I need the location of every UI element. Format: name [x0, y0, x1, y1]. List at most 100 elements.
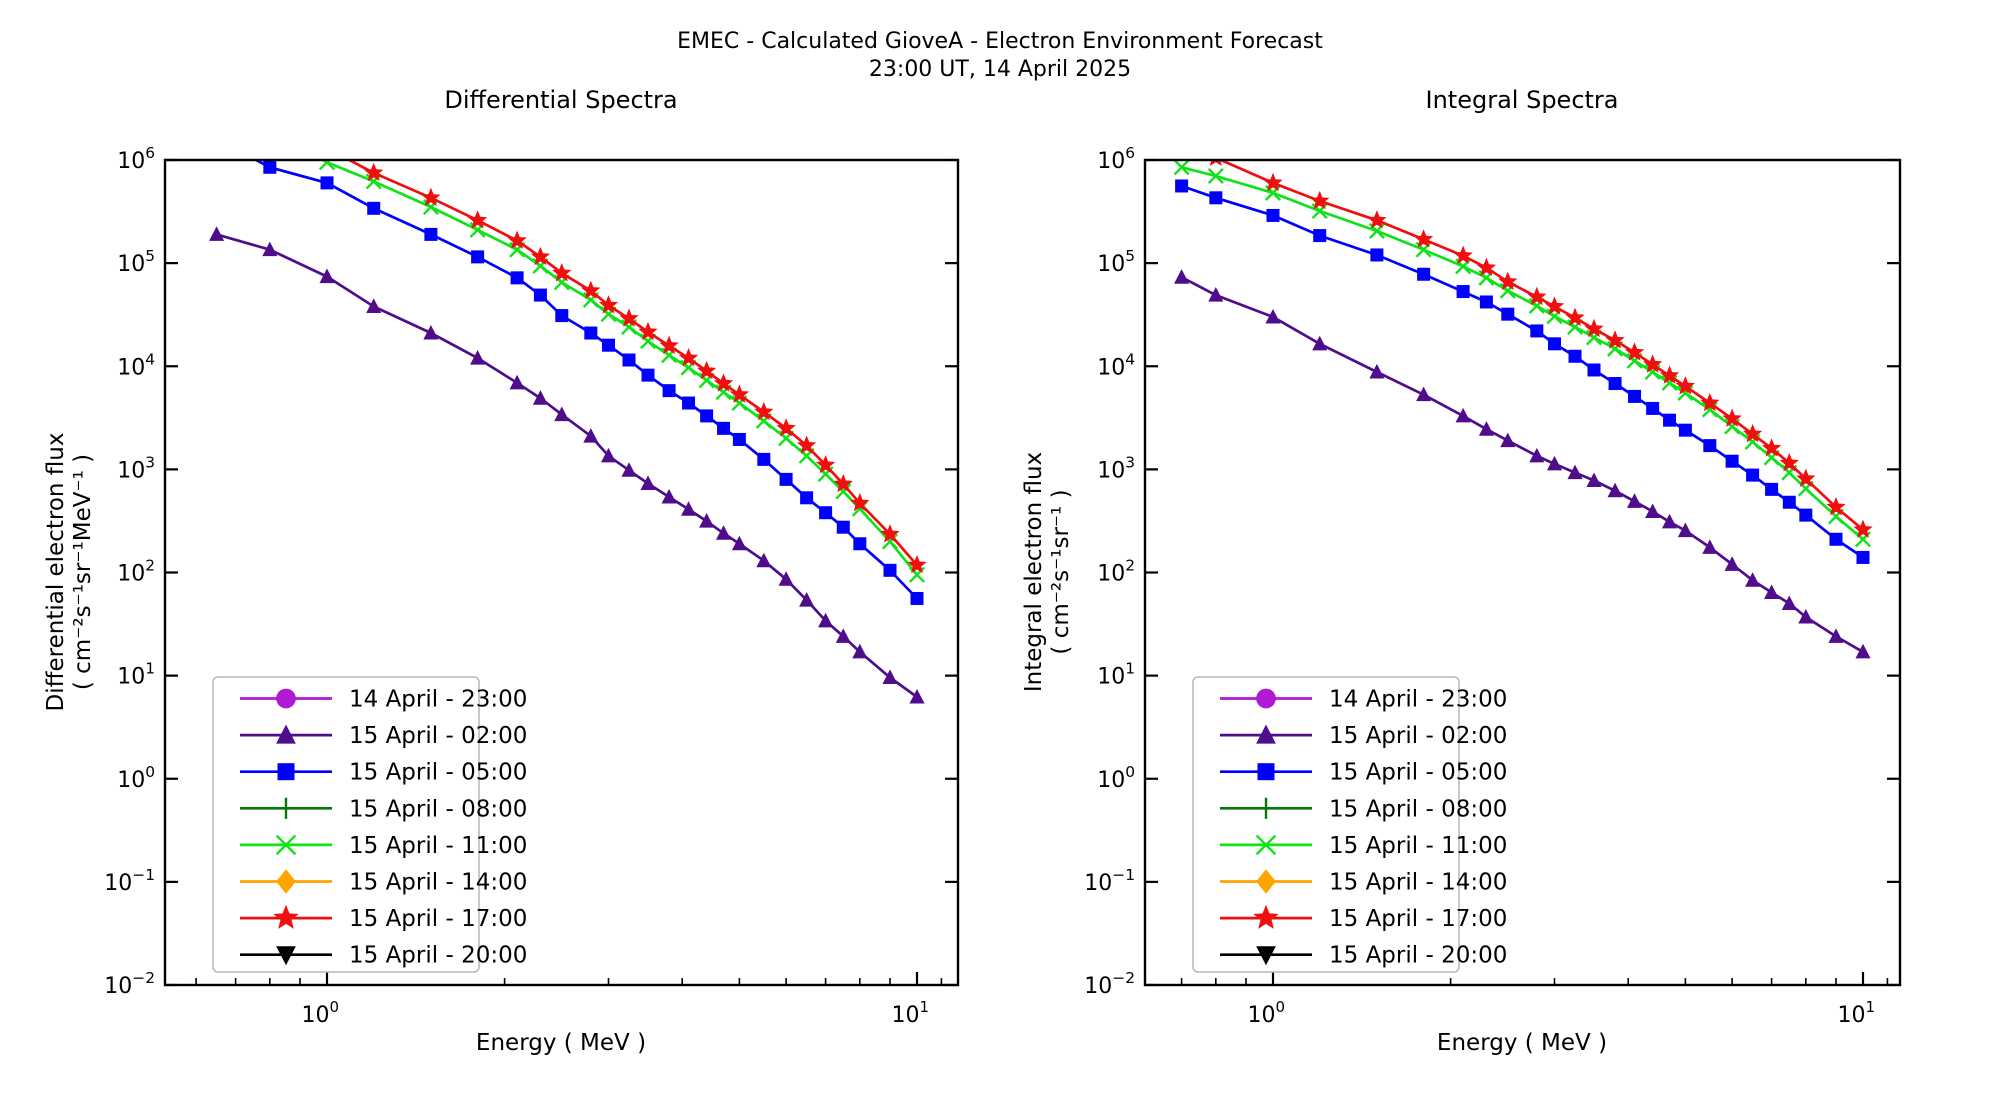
legend-label: 15 April - 17:00: [1329, 906, 1507, 932]
marker-triangle-up-icon: [778, 571, 794, 586]
y-tick-label: 102: [117, 557, 155, 587]
marker-star-icon: [696, 360, 717, 380]
y-tick-label: 104: [117, 350, 155, 380]
marker-square-icon: [910, 591, 924, 605]
marker-square-icon: [732, 432, 746, 446]
legend-label: 15 April - 14:00: [1329, 870, 1507, 896]
marker-star-icon: [1779, 452, 1799, 472]
marker-triangle-up-icon: [1312, 335, 1328, 351]
marker-star-icon: [1700, 392, 1720, 412]
marker-triangle-up-icon: [1798, 608, 1814, 624]
marker-star-icon: [638, 321, 658, 341]
series-15-april-02-00: [1174, 269, 1871, 659]
series-15-april-05-00: [1175, 179, 1870, 564]
panel-title-integral: Integral Spectra: [1425, 86, 1619, 114]
marker-x-icon: [1207, 167, 1224, 184]
legend-entry: 15 April - 08:00: [240, 796, 527, 822]
marker-star-icon: [1209, 161, 1222, 167]
legend-label: 15 April - 11:00: [1329, 833, 1507, 859]
legend-label: 15 April - 20:00: [349, 943, 527, 969]
marker-triangle-up-icon: [909, 688, 925, 704]
marker-square-icon: [1209, 191, 1223, 205]
marker-star-icon: [729, 384, 750, 403]
marker-star-icon: [317, 138, 336, 156]
marker-triangle-up-icon: [1529, 447, 1545, 463]
legend-entry: 15 April - 11:00: [1220, 833, 1507, 859]
x-tick-label: 100: [301, 998, 339, 1028]
marker-square-icon: [700, 409, 714, 423]
legend-entry: 14 April - 23:00: [240, 687, 527, 713]
marker-square-icon: [1856, 550, 1870, 564]
marker-star-icon: [776, 418, 796, 437]
marker-star-icon: [1675, 376, 1696, 395]
marker-star-icon: [1659, 365, 1680, 384]
marker-square-icon: [471, 250, 485, 264]
marker-triangle-up-icon: [1369, 363, 1385, 379]
legend-label: 15 April - 20:00: [1329, 943, 1507, 969]
figure-title: EMEC - Calculated GioveA - Electron Envi…: [677, 29, 1323, 54]
marker-star-icon: [530, 246, 551, 266]
y-tick-label: 104: [1097, 350, 1135, 380]
legend-entry: 15 April - 17:00: [1220, 904, 1507, 932]
marker-x-icon: [835, 483, 852, 500]
y-tick-label: 100: [1097, 763, 1135, 793]
marker-square-icon: [263, 161, 277, 174]
marker-triangle-up-icon: [852, 643, 868, 659]
x-tick-label: 100: [1247, 998, 1285, 1028]
marker-triangle-up-icon: [681, 501, 697, 516]
y-tick-label: 102: [1097, 557, 1135, 587]
marker-star-icon: [1253, 904, 1279, 929]
marker-square-icon: [717, 421, 731, 435]
legend-label: 15 April - 08:00: [1329, 796, 1507, 822]
marker-triangle-up-icon: [640, 475, 656, 490]
marker-triangle-up-icon: [1546, 455, 1563, 471]
marker-square-icon: [1703, 439, 1717, 453]
legend-label: 14 April - 23:00: [1329, 687, 1507, 713]
y-tick-label: 10−1: [104, 866, 155, 896]
marker-triangle-up-icon: [882, 669, 898, 684]
marker-star-icon: [1498, 271, 1518, 290]
marker-triangle-up-icon: [715, 525, 732, 540]
marker-star-icon: [1476, 257, 1497, 277]
plot-frame: [1143, 158, 1902, 987]
marker-square-icon: [1266, 208, 1280, 222]
legend-label: 15 April - 02:00: [1329, 723, 1507, 749]
marker-square-icon: [424, 227, 438, 241]
marker-triangle-up-icon: [1764, 584, 1780, 599]
marker-diamond-icon: [1256, 869, 1276, 894]
marker-triangle-up-icon: [1455, 407, 1471, 423]
marker-star-icon: [754, 401, 774, 421]
legend-label: 15 April - 11:00: [349, 833, 527, 859]
marker-circle-icon: [276, 688, 296, 709]
marker-square-icon: [1746, 468, 1760, 482]
legend-box: [212, 676, 480, 973]
marker-star-icon: [1453, 245, 1473, 264]
marker-star-icon: [1853, 519, 1873, 538]
marker-x-icon: [1173, 161, 1190, 176]
marker-star-icon: [1605, 330, 1625, 349]
legend-entry: 14 April - 23:00: [1220, 687, 1507, 713]
legend-box: [1192, 676, 1460, 973]
legend-label: 15 April - 17:00: [349, 906, 527, 932]
marker-square-icon: [602, 338, 616, 352]
legend-entry: 15 April - 17:00: [240, 904, 527, 932]
marker-triangle-up-icon: [1661, 513, 1678, 529]
legend-entry: 15 April - 14:00: [240, 869, 527, 896]
series-15-april-05-00: [255, 161, 924, 605]
marker-star-icon: [1565, 307, 1585, 326]
panel-integral: 106 105 104 103 102 101 100 10−1 10−2 100 101 14 Ap…: [1084, 144, 1902, 1028]
marker-triangle-up-icon: [423, 324, 439, 340]
marker-square-icon: [1370, 248, 1384, 262]
marker-triangle-up-icon: [1586, 472, 1602, 488]
marker-triangle-up-icon: [1781, 595, 1797, 611]
marker-triangle-down-icon: [276, 946, 296, 966]
y-tick-label: 10−2: [104, 969, 155, 999]
marker-star-icon: [1263, 172, 1283, 192]
marker-star-icon: [552, 262, 572, 282]
marker-square-icon: [1663, 413, 1677, 427]
marker-triangle-up-icon: [470, 350, 486, 365]
y-tick-label: 105: [117, 247, 155, 277]
legend-entry: 15 April - 02:00: [1220, 723, 1507, 749]
